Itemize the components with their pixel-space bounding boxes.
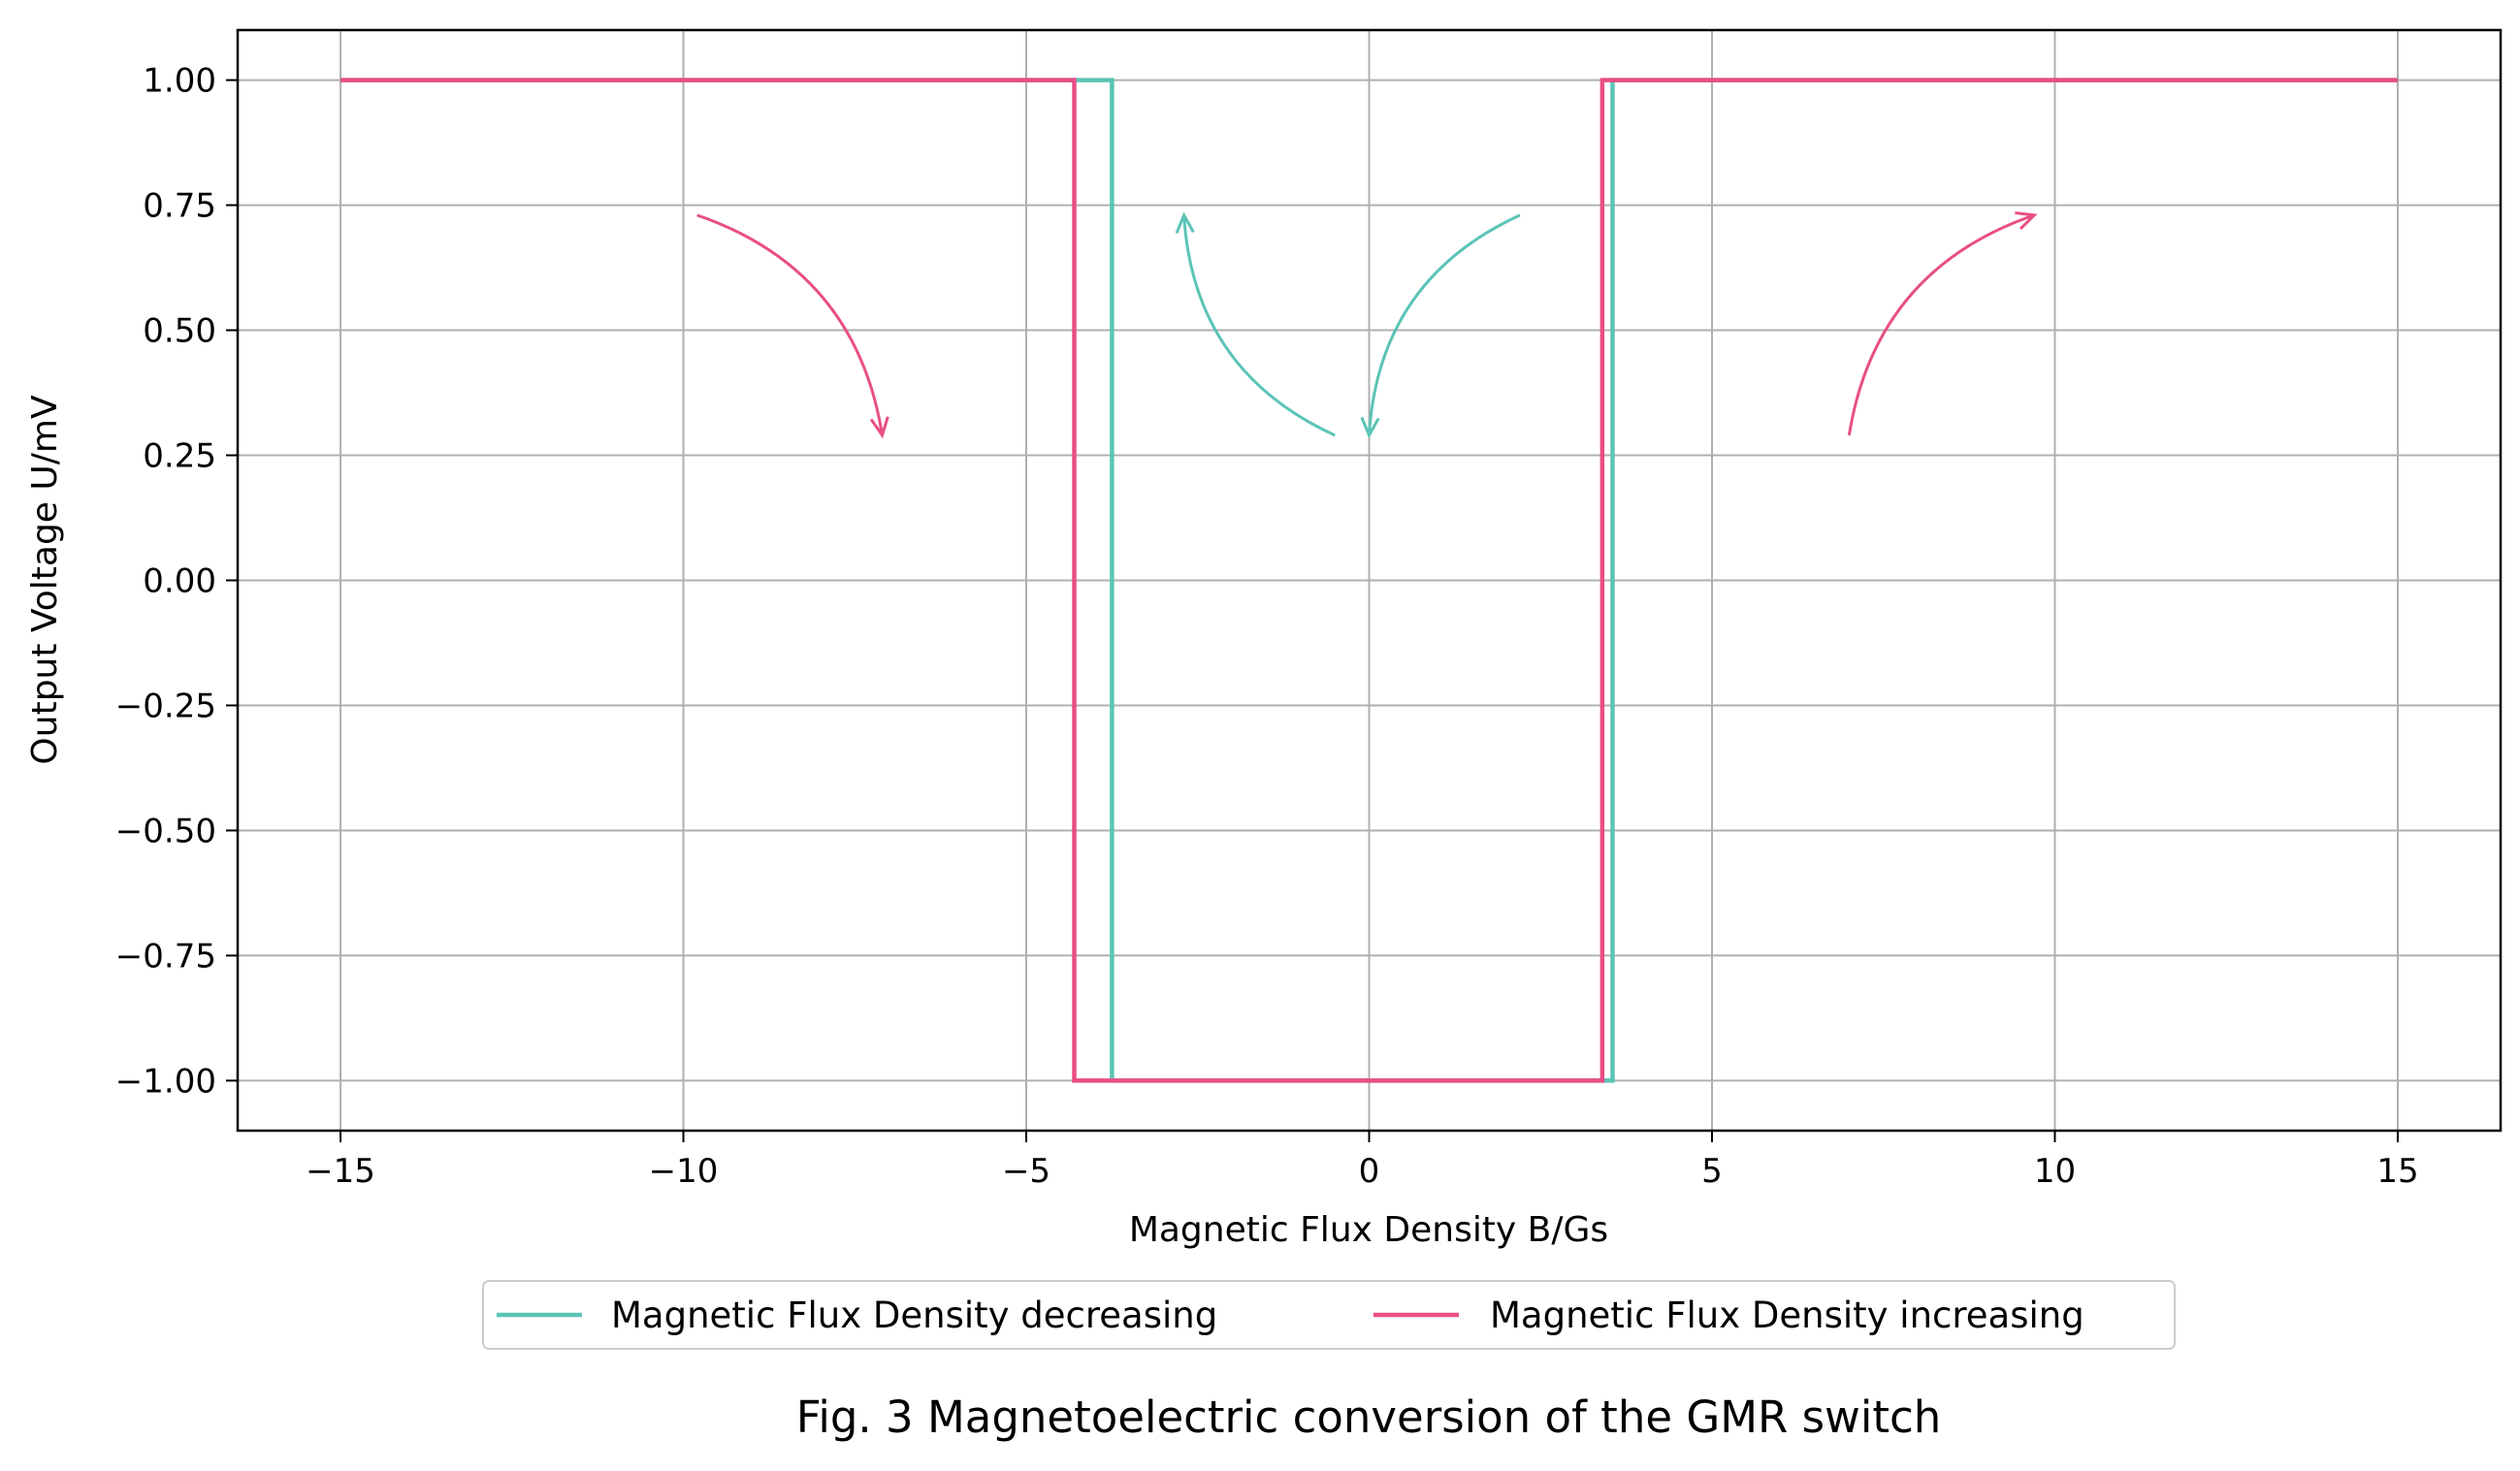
y-tick-label: −0.50	[115, 812, 216, 850]
y-tick-label: 0.25	[143, 437, 216, 476]
figure-caption: Fig. 3 Magnetoelectric conversion of the…	[796, 1391, 1942, 1443]
arrow-left-increasing	[696, 213, 885, 436]
grid	[238, 30, 2501, 1131]
arrow-center-right-decreasing	[1368, 213, 1521, 435]
x-tick-label: −5	[1002, 1152, 1050, 1191]
x-tick-label: 10	[2034, 1152, 2076, 1191]
x-tick-label: 5	[1701, 1152, 1723, 1191]
legend: Magnetic Flux Density decreasing Magneti…	[482, 1280, 2176, 1350]
x-tick-label: −10	[649, 1152, 719, 1191]
y-tick-label: −0.25	[115, 687, 216, 725]
x-tick-label: 15	[2376, 1152, 2418, 1191]
y-tick-label: 0.50	[143, 312, 216, 351]
series-line-1	[340, 78, 2398, 1083]
series-group	[340, 78, 2398, 1083]
arrow-left-increasing-head	[869, 416, 889, 439]
y-axis-label: Output Voltage U/mV	[25, 395, 65, 765]
y-tick-label: 1.00	[143, 62, 216, 101]
arrow-center-left-decreasing-head	[1175, 211, 1195, 234]
ticks: −15 −10 −5 0 5 10 15 1.00 0.75 0.50 0.25 0.00 −0.25 −…	[115, 62, 2419, 1191]
y-tick-label: 0.00	[143, 562, 216, 601]
x-tick-label: 0	[1359, 1152, 1380, 1191]
arrow-center-left-decreasing	[1182, 214, 1336, 437]
x-tick-label: −15	[306, 1152, 375, 1191]
arrow-center-right-decreasing-head	[1360, 416, 1380, 439]
y-tick-label: 0.75	[143, 187, 216, 226]
arrow-right-increasing-head	[2015, 211, 2038, 231]
legend-label-decreasing: Magnetic Flux Density decreasing	[611, 1295, 1217, 1336]
arrow-right-increasing	[1847, 213, 2035, 436]
annotations	[696, 211, 2038, 439]
y-tick-label: −1.00	[115, 1062, 216, 1101]
y-tick-label: −0.75	[115, 937, 216, 975]
legend-label-increasing: Magnetic Flux Density increasing	[1490, 1295, 2084, 1336]
x-axis-label: Magnetic Flux Density B/Gs	[1129, 1210, 1608, 1250]
legend-box	[482, 1280, 2176, 1350]
